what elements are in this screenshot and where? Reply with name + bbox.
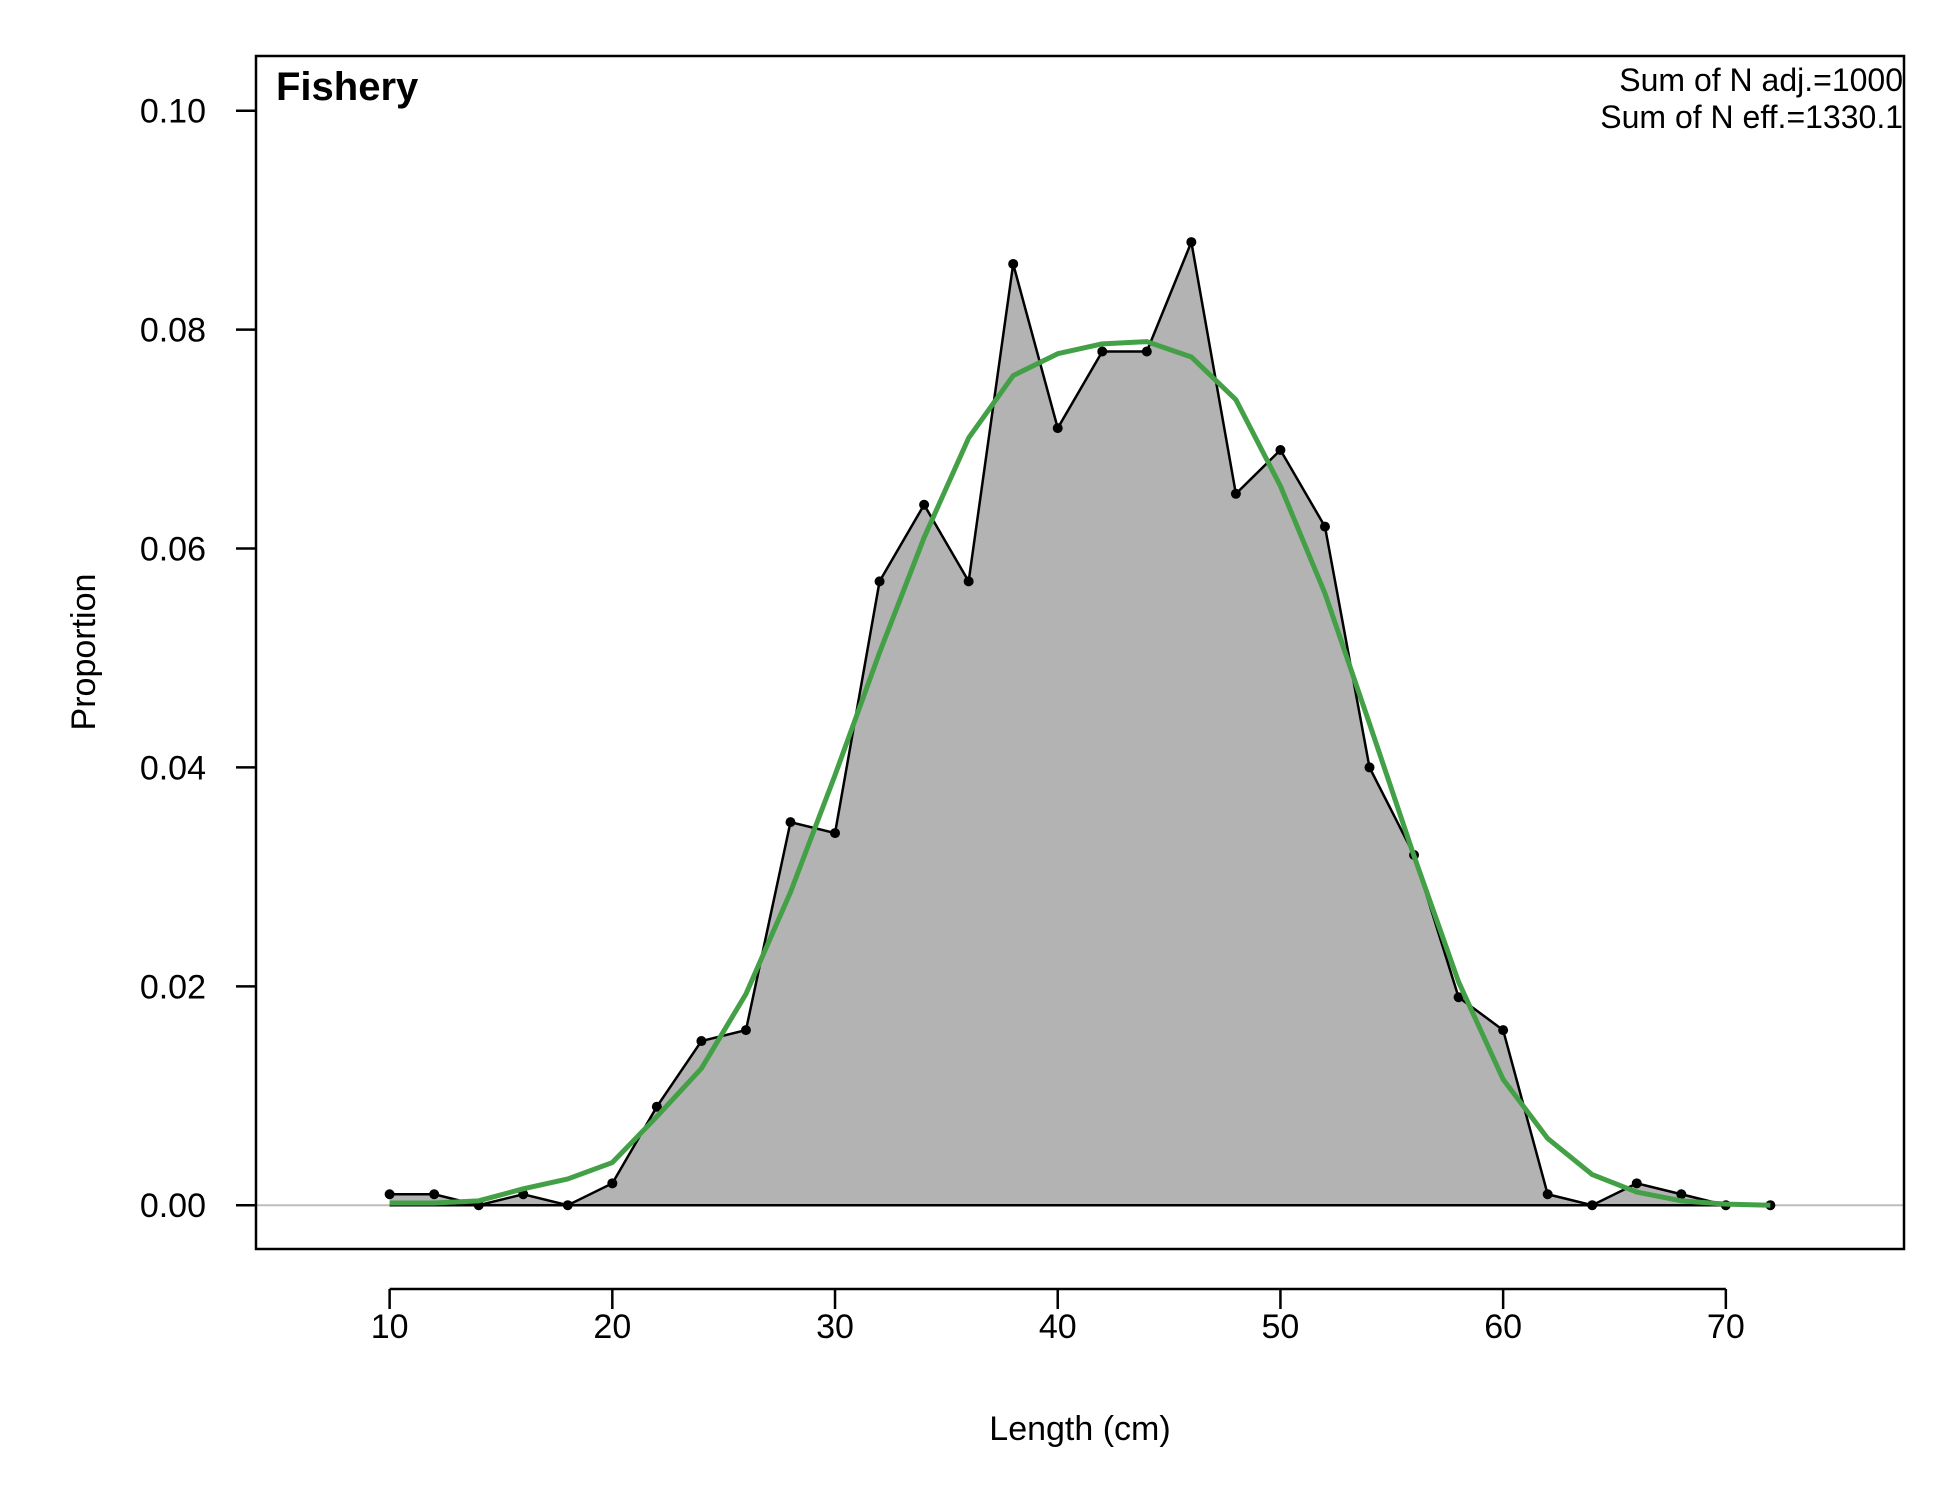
observed-series-layer xyxy=(384,237,1776,1211)
observed-point xyxy=(1676,1189,1687,1200)
x-axis-label: Length (cm) xyxy=(989,1410,1170,1448)
expected-series-layer xyxy=(389,339,1771,1208)
y-tick-label: 0.06 xyxy=(140,531,206,569)
observed-point xyxy=(1186,237,1197,248)
x-tick-label: 50 xyxy=(1262,1308,1300,1346)
x-tick-label: 70 xyxy=(1707,1308,1745,1346)
observed-point xyxy=(785,817,796,828)
observed-point xyxy=(963,576,974,587)
x-tick-label: 30 xyxy=(816,1308,854,1346)
observed-point xyxy=(740,1025,751,1036)
y-tick-label: 0.02 xyxy=(140,968,206,1006)
observed-point xyxy=(1097,346,1108,357)
chart-title: Fishery xyxy=(276,65,419,109)
observed-point xyxy=(429,1189,440,1200)
observed-point xyxy=(1319,521,1330,532)
observed-area xyxy=(389,242,1771,1206)
observed-area-layer xyxy=(389,242,1771,1206)
annotation-sum-n-adj: Sum of N adj.=1000 xyxy=(1619,62,1903,98)
observed-point xyxy=(1052,423,1063,434)
observed-point xyxy=(1141,346,1152,357)
y-tick-label: 0.08 xyxy=(140,312,206,350)
observed-point xyxy=(919,499,930,510)
observed-point xyxy=(1587,1200,1598,1211)
x-axis: 10 20 30 40 50 60 70 xyxy=(371,1287,1745,1346)
observed-point xyxy=(830,828,841,839)
y-axis-label: Proportion xyxy=(65,574,103,731)
x-tick-label: 60 xyxy=(1484,1308,1522,1346)
observed-point xyxy=(1364,762,1375,773)
observed-line xyxy=(389,237,1771,1207)
observed-point xyxy=(1230,488,1241,499)
y-tick-label: 0.04 xyxy=(140,749,206,787)
observed-point xyxy=(651,1101,662,1112)
observed-point xyxy=(1453,992,1464,1003)
x-tick-label: 20 xyxy=(593,1308,631,1346)
expected-line xyxy=(389,339,1771,1208)
observed-point xyxy=(384,1189,395,1200)
observed-point xyxy=(874,576,885,587)
observed-point xyxy=(607,1178,618,1189)
observed-point xyxy=(1542,1189,1553,1200)
y-tick-label: 0.00 xyxy=(140,1187,206,1225)
x-tick-label: 40 xyxy=(1039,1308,1077,1346)
observed-point xyxy=(1631,1178,1642,1189)
observed-point xyxy=(1008,258,1019,269)
x-tick-label: 10 xyxy=(371,1308,409,1346)
y-tick-label: 0.10 xyxy=(140,93,206,131)
annotation-sum-n-eff: Sum of N eff.=1330.1 xyxy=(1600,99,1903,135)
observed-point xyxy=(1275,445,1286,456)
y-axis: 0.00 0.02 0.04 0.06 0.08 0.10 xyxy=(140,93,256,1225)
observed-point xyxy=(696,1036,707,1047)
plot-frame xyxy=(254,54,1906,1251)
observed-point xyxy=(562,1200,573,1211)
observed-point xyxy=(1498,1025,1509,1036)
